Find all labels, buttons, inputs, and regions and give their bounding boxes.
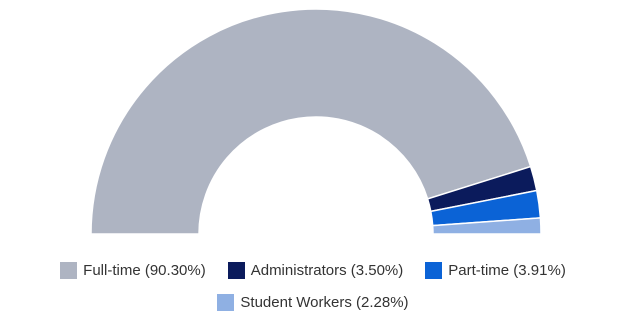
- legend-item-student-workers[interactable]: Student Workers (2.28%): [217, 294, 409, 311]
- legend-swatch-administrators: [227, 262, 245, 279]
- legend-swatch-full-time: [60, 262, 78, 279]
- legend-swatch-student-workers: [217, 294, 235, 311]
- legend-label-part-time: Part-time (3.91%): [448, 262, 566, 279]
- legend-row-2: Student Workers (2.28%): [0, 294, 626, 311]
- semi-donut-chart: [90, 8, 542, 235]
- legend-label-administrators: Administrators (3.50%): [250, 262, 404, 279]
- slice-full-time[interactable]: [90, 8, 532, 235]
- legend-label-full-time: Full-time (90.30%): [83, 262, 206, 279]
- legend-item-administrators[interactable]: Administrators (3.50%): [227, 262, 404, 279]
- legend-item-full-time[interactable]: Full-time (90.30%): [60, 262, 206, 279]
- slice-student-workers[interactable]: [431, 217, 542, 235]
- legend-label-student-workers: Student Workers (2.28%): [240, 294, 409, 311]
- legend-row-1: Full-time (90.30%) Administrators (3.50%…: [0, 262, 626, 279]
- legend-item-part-time[interactable]: Part-time (3.91%): [425, 262, 566, 279]
- legend-swatch-part-time: [425, 262, 443, 279]
